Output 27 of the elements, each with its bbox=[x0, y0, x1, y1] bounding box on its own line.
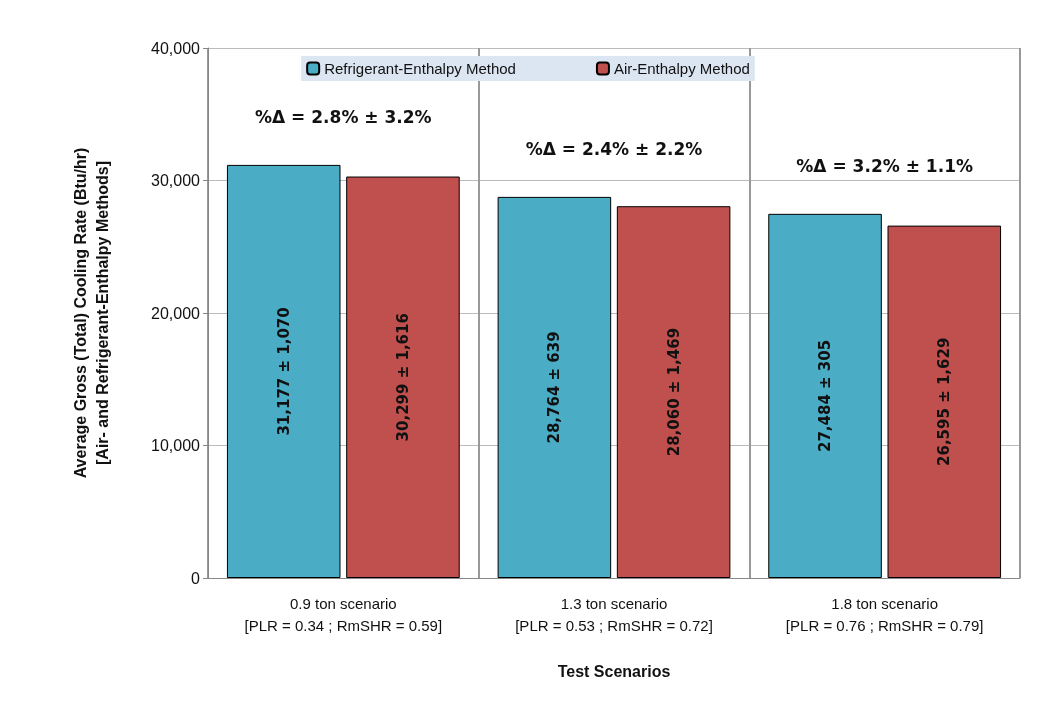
x-tick-label: 0.9 ton scenario [PLR = 0.34 ; RmSHR = 0.59] bbox=[244, 594, 443, 634]
bar bbox=[616, 206, 731, 578]
y-tick-label: 0 bbox=[191, 569, 201, 587]
bar bbox=[226, 164, 341, 578]
data-label: 28,764 ± 639 bbox=[545, 331, 564, 444]
data-label: 27,484 ± 305 bbox=[816, 339, 835, 453]
annotation: %Δ = 2.8% ± 3.2% bbox=[255, 106, 432, 127]
data-label: 31,177 ± 1,070 bbox=[274, 307, 293, 436]
legend-label: Refrigerant-Enthalpy Method bbox=[324, 60, 516, 77]
y-tick-label: 10,000 bbox=[151, 437, 201, 454]
x-tick-label: 1.8 ton scenario [PLR = 0.76 ; RmSHR = 0.79] bbox=[785, 594, 984, 634]
bar bbox=[768, 213, 882, 578]
bar bbox=[887, 225, 1002, 578]
data-label: 26,595 ± 1,629 bbox=[935, 337, 954, 466]
data-label: 30,299 ± 1,616 bbox=[393, 313, 412, 442]
y-tick-label: 20,000 bbox=[151, 304, 201, 322]
data-label: 28,060 ± 1,469 bbox=[664, 327, 683, 457]
y-tick-label: 30,000 bbox=[151, 172, 201, 189]
y-axis-title: Average Gross (Total) Cooling Rate (Btu/hr) [Air- and Refrigerant-Enthalpy Methods] bbox=[71, 147, 111, 479]
bar bbox=[346, 176, 460, 578]
annotation: %Δ = 3.2% ± 1.1% bbox=[796, 155, 973, 176]
y-tick-label: 40,000 bbox=[151, 39, 201, 57]
legend-label: Air-Enthalpy Method bbox=[613, 60, 750, 77]
x-tick-label: 1.3 ton scenario [PLR = 0.53 ; RmSHR = 0.72] bbox=[515, 594, 713, 634]
bar bbox=[497, 196, 612, 578]
annotation: %Δ = 2.4% ± 2.2% bbox=[525, 138, 703, 159]
x-axis-title: Test Scenarios bbox=[557, 662, 671, 680]
